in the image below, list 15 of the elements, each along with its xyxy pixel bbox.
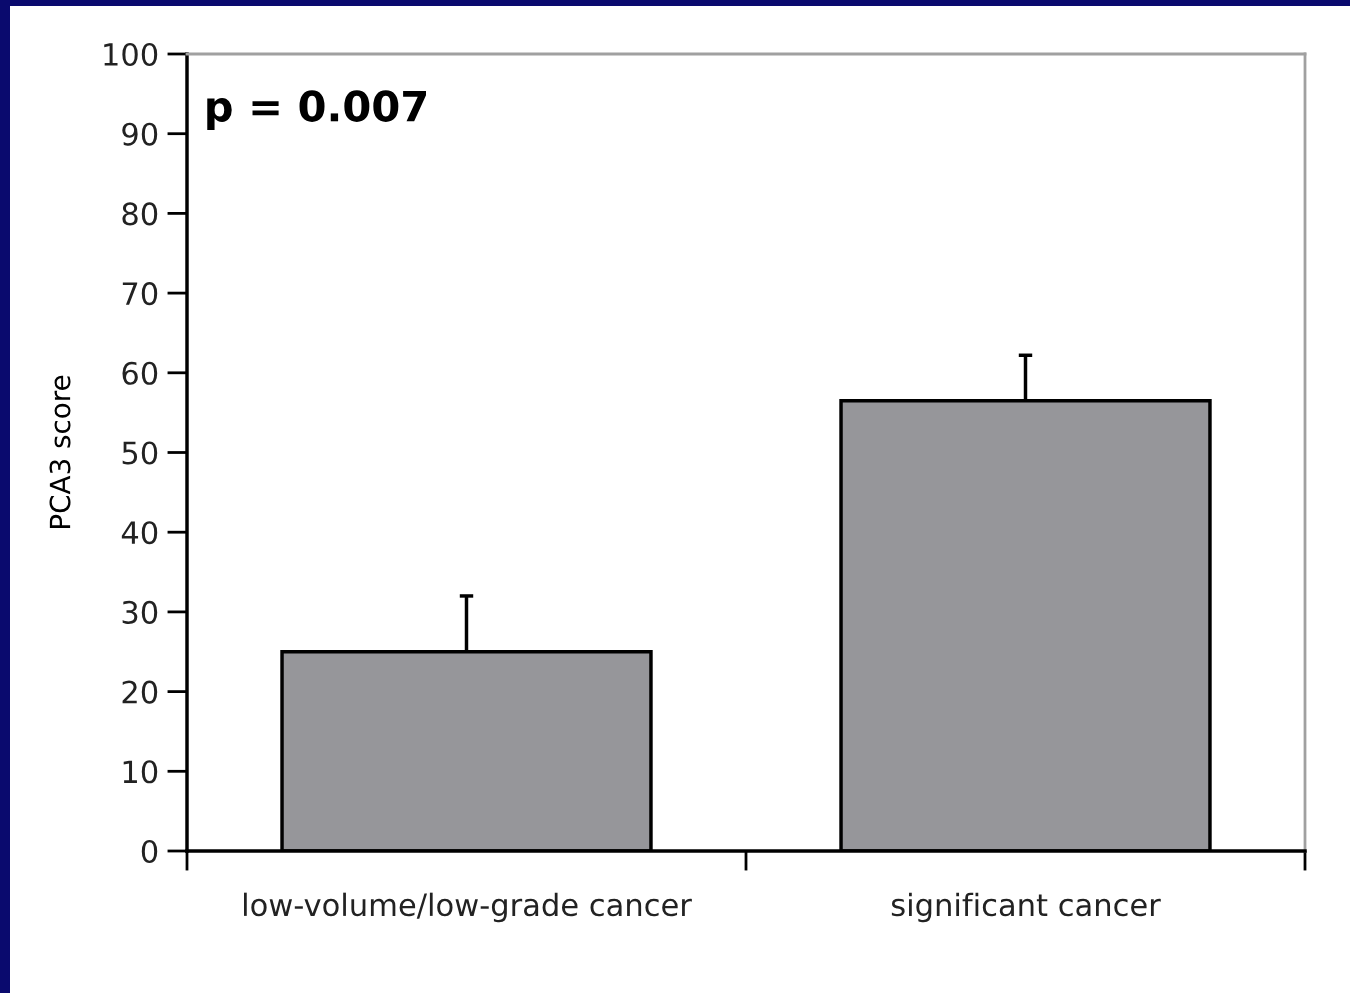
- x-tick-label: low-volume/low-grade cancer: [244, 892, 692, 923]
- y-tick-label: 80: [122, 202, 158, 226]
- y-tick-label: 50: [122, 441, 158, 465]
- y-tick-label: 60: [122, 361, 158, 385]
- y-axis-title: PCA3 score: [49, 375, 71, 528]
- y-tick-label: 30: [122, 600, 158, 624]
- annotation: p = 0.007: [207, 90, 426, 130]
- y-tick-label: 40: [121, 521, 158, 545]
- y-tick-label: 20: [122, 680, 158, 704]
- y-tick-label: 100: [104, 42, 158, 67]
- y-tick-label: 10: [123, 760, 158, 784]
- x-tick-label: significant cancer: [891, 892, 1161, 923]
- y-tick-label: 70: [122, 282, 158, 306]
- y-tick-label: 0: [141, 839, 158, 864]
- y-tick-label: 90: [122, 122, 158, 146]
